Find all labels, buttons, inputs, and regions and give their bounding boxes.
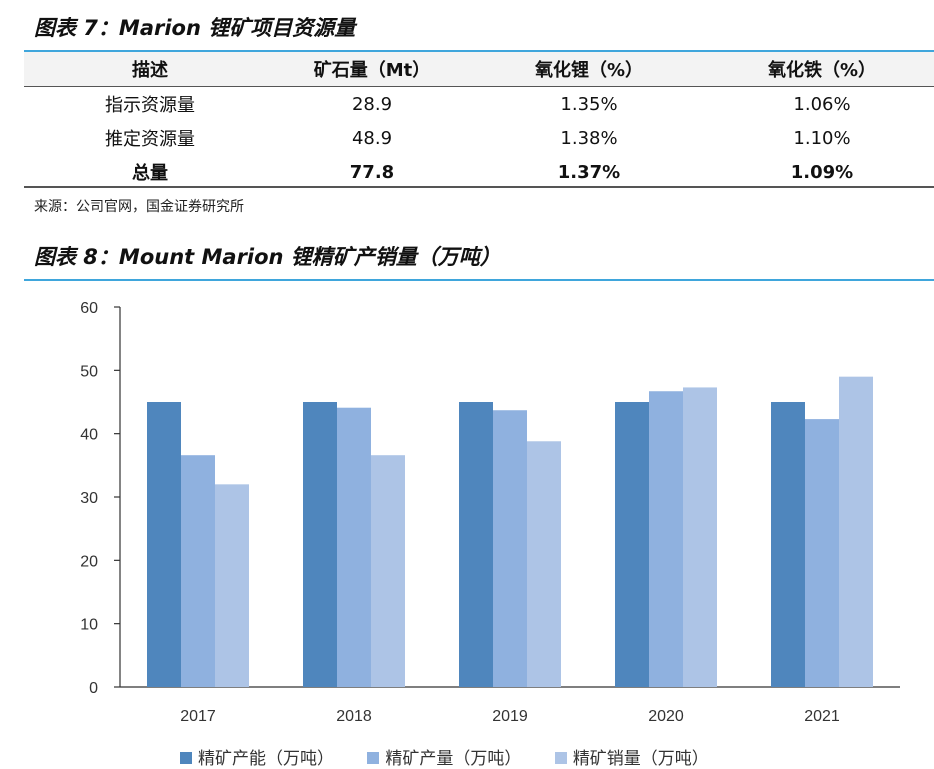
- bar: [371, 455, 405, 687]
- x-tick-label: 2020: [648, 708, 684, 725]
- bar: [459, 402, 493, 687]
- total-ore: 77.8: [349, 161, 395, 183]
- total-fe2o3: 1.09%: [790, 161, 854, 183]
- header-ore: 矿石量（Mt）: [276, 52, 468, 87]
- bar: [147, 402, 181, 687]
- y-tick-label: 60: [80, 300, 98, 317]
- resource-table: 描述 矿石量（Mt） 氧化锂（%） 氧化铁（%） 指示资源量 28.9 1.35…: [24, 52, 934, 189]
- y-tick-label: 0: [89, 680, 98, 697]
- legend-swatch-sales: [554, 752, 567, 764]
- y-tick-label: 50: [80, 363, 98, 380]
- row-fe2o3: 1.06%: [793, 93, 851, 115]
- legend-label-output: 精矿产量（万吨）: [385, 749, 522, 769]
- row-li2o: 1.38%: [560, 127, 618, 149]
- y-tick-label: 40: [80, 427, 98, 444]
- source-note: 来源：公司官网，国金证券研究所: [34, 199, 244, 215]
- header-fe2o3: 氧化铁（%）: [710, 52, 934, 87]
- y-tick-label: 30: [80, 490, 98, 507]
- chart-title: 图表 8：Mount Marion 锂精矿产销量（万吨）: [34, 245, 501, 269]
- x-tick-label: 2021: [804, 708, 840, 725]
- header-description: 描述: [24, 52, 276, 87]
- row-label: 推定资源量: [105, 129, 195, 150]
- table-bottom-rule: [24, 186, 934, 188]
- x-tick-label: 2017: [180, 708, 216, 725]
- chart-legend: 精矿产能（万吨） 精矿产量（万吨） 精矿销量（万吨）: [180, 744, 737, 769]
- bar: [839, 376, 873, 687]
- legend-swatch-capacity: [180, 752, 192, 764]
- bar: [615, 402, 649, 687]
- legend-item-capacity: 精矿产能（万吨）: [180, 744, 334, 769]
- y-tick-label: 10: [80, 617, 98, 634]
- table-title-rule: [24, 50, 934, 52]
- table-row: 指示资源量 28.9 1.35% 1.06%: [24, 86, 934, 122]
- bar: [649, 391, 683, 687]
- bar: [337, 407, 371, 687]
- bar: [493, 410, 527, 687]
- table-row: 推定资源量 48.9 1.38% 1.10%: [24, 121, 934, 155]
- x-tick-label: 2018: [336, 708, 372, 725]
- bar: [805, 419, 839, 687]
- legend-label-capacity: 精矿产能（万吨）: [198, 749, 334, 769]
- header-li2o: 氧化锂（%）: [468, 52, 710, 87]
- bar: [527, 441, 561, 687]
- bar: [771, 402, 805, 687]
- row-fe2o3: 1.10%: [793, 127, 851, 149]
- bar: [215, 484, 249, 687]
- table-title: 图表 7：Marion 锂矿项目资源量: [34, 16, 356, 40]
- row-ore: 28.9: [351, 93, 393, 115]
- row-li2o: 1.35%: [560, 93, 618, 115]
- bar: [181, 455, 215, 687]
- y-tick-label: 20: [80, 553, 98, 570]
- chart-title-rule: [24, 279, 934, 281]
- table-total-row: 总量 77.8 1.37% 1.09%: [24, 155, 934, 189]
- legend-label-sales: 精矿销量（万吨）: [572, 749, 709, 769]
- legend-item-sales: 精矿销量（万吨）: [554, 744, 709, 769]
- total-label: 总量: [132, 163, 168, 184]
- row-label: 指示资源量: [105, 95, 195, 116]
- bar: [303, 402, 337, 687]
- total-li2o: 1.37%: [557, 161, 621, 183]
- table-header-row: 描述 矿石量（Mt） 氧化锂（%） 氧化铁（%）: [24, 52, 934, 87]
- legend-item-output: 精矿产量（万吨）: [367, 744, 521, 769]
- legend-swatch-output: [367, 752, 380, 764]
- x-tick-label: 2019: [492, 708, 528, 725]
- bar-chart: 0 10 20 30 40 50 60 2017 2018 2019 2020 2021: [80, 300, 900, 725]
- row-ore: 48.9: [351, 127, 393, 149]
- bar: [683, 387, 717, 687]
